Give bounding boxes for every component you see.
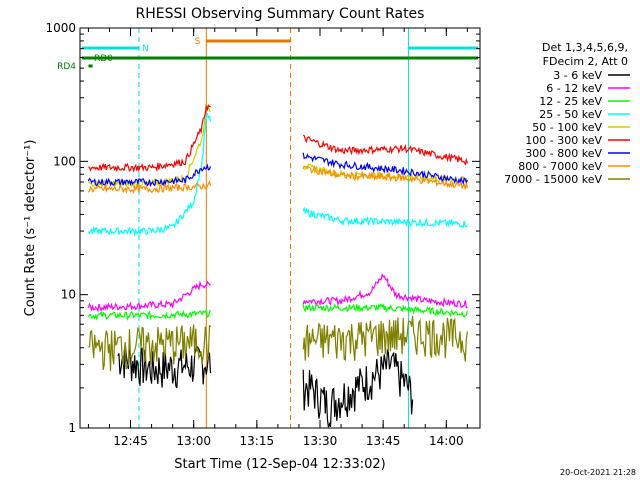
series-line [87, 272, 468, 313]
axes: 12:45 13:00 13:15 13:30 13:45 14:00 1 10 100 1000 [45, 21, 480, 448]
legend-label: 25 - 50 keV [539, 108, 602, 121]
legend-header: Det 1,3,4,5,6,9, [542, 41, 628, 54]
series-line [88, 104, 468, 174]
series-line [117, 344, 414, 428]
x-tick-label: 13:00 [176, 434, 211, 448]
legend-header: FDecim 2, Att 0 [543, 55, 628, 68]
x-tick-label: 14:00 [429, 434, 464, 448]
legend-label: 100 - 300 keV [525, 134, 602, 147]
x-axis-label: Start Time (12-Sep-04 12:33:02) [174, 457, 385, 472]
flag-label: S [195, 37, 201, 47]
chart-title: RHESSI Observing Summary Count Rates [136, 6, 425, 22]
legend: Det 1,3,4,5,6,9,FDecim 2, Att 03 - 6 keV… [504, 41, 630, 186]
y-axis-label: Count Rate (s⁻¹ detector⁻¹) [23, 140, 38, 317]
flag-label: N [142, 44, 149, 54]
series-line [87, 164, 468, 195]
legend-label: 12 - 25 keV [539, 95, 602, 108]
series-line [87, 152, 468, 188]
y-tick-label: 10 [61, 288, 76, 302]
legend-label: 3 - 6 keV [553, 69, 602, 82]
flag-label: RD0 [94, 54, 113, 64]
y-tick-label: 1000 [45, 21, 76, 35]
legend-label: 7000 - 15000 keV [504, 173, 602, 186]
series-line [88, 316, 468, 372]
timestamp: 20-Oct-2021 21:28 [560, 468, 636, 477]
x-tick-label: 12:45 [113, 434, 148, 448]
series-line [87, 303, 468, 321]
legend-label: 50 - 100 keV [532, 121, 602, 134]
legend-label: 6 - 12 keV [546, 82, 602, 95]
flag-label: RD4 [57, 62, 76, 72]
x-tick-label: 13:30 [303, 434, 338, 448]
x-tick-label: 13:15 [240, 434, 275, 448]
legend-label: 800 - 7000 keV [518, 160, 602, 173]
x-tick-label: 13:45 [366, 434, 401, 448]
plot-frame [79, 27, 481, 429]
y-tick-label: 100 [53, 154, 76, 168]
plot-area: N S RD0 RD4 [57, 28, 481, 428]
legend-label: 300 - 800 keV [525, 147, 602, 160]
y-tick-label: 1 [68, 421, 76, 435]
series-line [87, 113, 468, 237]
